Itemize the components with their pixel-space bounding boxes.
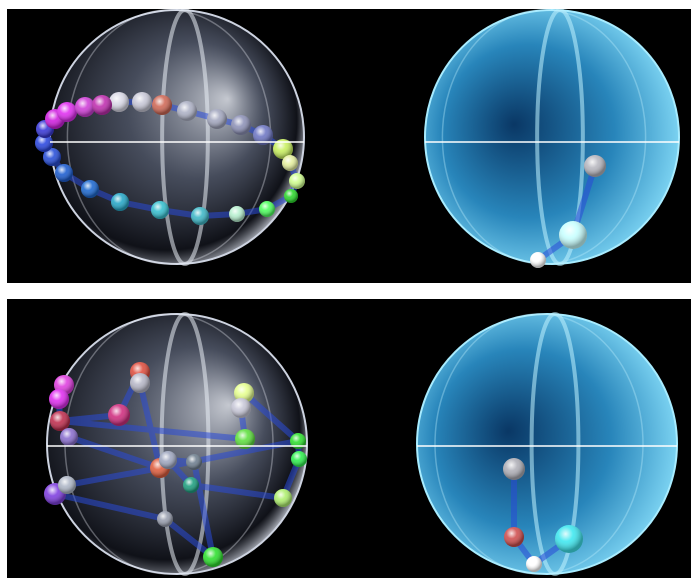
meridian-ring bbox=[535, 9, 585, 266]
bead-icon bbox=[50, 411, 70, 431]
bead-icon bbox=[186, 454, 202, 470]
bead-icon bbox=[282, 155, 298, 171]
bead-icon bbox=[191, 207, 209, 225]
meridian-ring bbox=[160, 9, 210, 266]
bead-icon bbox=[284, 189, 298, 203]
bead-icon bbox=[111, 193, 129, 211]
bead-icon bbox=[231, 115, 251, 135]
bead-icon bbox=[43, 148, 61, 166]
meridian-ring bbox=[529, 312, 581, 576]
bead-icon bbox=[92, 95, 112, 115]
bead-icon bbox=[35, 134, 53, 152]
bead-icon bbox=[57, 102, 77, 122]
blue-sphere-top bbox=[424, 9, 680, 268]
bead-icon bbox=[130, 373, 150, 393]
bead-icon bbox=[503, 458, 525, 480]
sphere-icon bbox=[416, 313, 678, 575]
gray-sphere-top bbox=[35, 9, 305, 266]
bead-icon bbox=[253, 125, 273, 145]
meridian-ring bbox=[159, 312, 211, 576]
bead-icon bbox=[274, 489, 292, 507]
panel-top bbox=[7, 9, 691, 283]
gray-sphere-bottom bbox=[44, 312, 308, 576]
bead-icon bbox=[58, 476, 76, 494]
bead-icon bbox=[555, 525, 583, 553]
bead-icon bbox=[183, 477, 199, 493]
meridian-ring-outer bbox=[434, 313, 644, 575]
bead-icon bbox=[234, 383, 254, 403]
bead-icon bbox=[289, 173, 305, 189]
sphere-view-bottom bbox=[44, 312, 678, 576]
bead-icon bbox=[584, 155, 606, 177]
bead-icon bbox=[259, 201, 275, 217]
bead-icon bbox=[81, 180, 99, 198]
bead-icon bbox=[75, 97, 95, 117]
bead-icon bbox=[290, 433, 306, 449]
bead-icon bbox=[273, 139, 293, 159]
bead-icon bbox=[229, 206, 245, 222]
bead-icon bbox=[291, 451, 307, 467]
bead-icon bbox=[526, 556, 542, 572]
bead-icon bbox=[151, 201, 169, 219]
bead-icon bbox=[152, 95, 172, 115]
blue-sphere-bottom bbox=[416, 312, 678, 576]
sphere-icon bbox=[424, 9, 680, 265]
bead-icon bbox=[207, 109, 227, 129]
bead-icon bbox=[559, 221, 587, 249]
bead-icon bbox=[177, 101, 197, 121]
bead-icon bbox=[109, 92, 129, 112]
bead-icon bbox=[55, 164, 73, 182]
bead-icon bbox=[60, 428, 78, 446]
path-line bbox=[52, 369, 302, 560]
bead-icon bbox=[159, 451, 177, 469]
bead-icon bbox=[49, 389, 69, 409]
bead-icon bbox=[132, 92, 152, 112]
bead-icon bbox=[203, 547, 223, 567]
bead-icon bbox=[235, 429, 255, 449]
bead-icon bbox=[504, 527, 524, 547]
sphere-view-top bbox=[35, 9, 680, 268]
bead-icon bbox=[157, 511, 173, 527]
bead-icon bbox=[108, 404, 130, 426]
bead-icon bbox=[530, 252, 546, 268]
path-line bbox=[511, 466, 572, 567]
bead-icon bbox=[231, 398, 251, 418]
panel-bottom bbox=[7, 299, 691, 578]
